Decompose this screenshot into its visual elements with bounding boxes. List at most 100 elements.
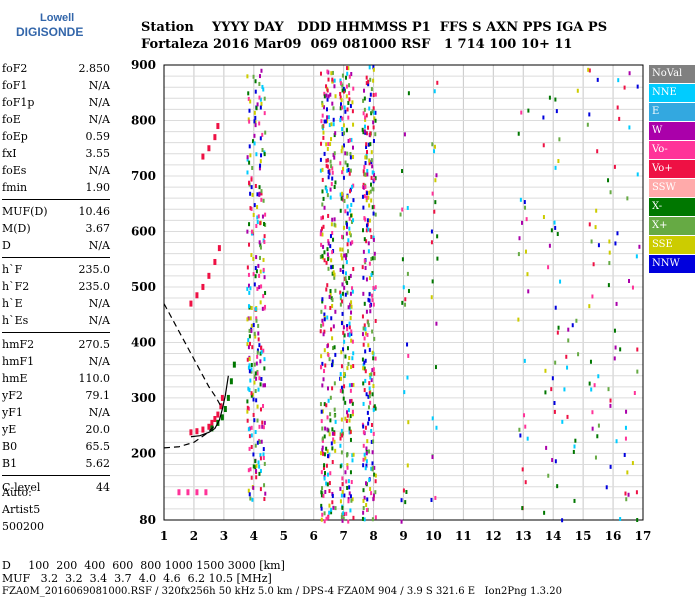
echo-mark xyxy=(365,113,368,118)
echo-mark xyxy=(262,455,265,460)
echo-mark xyxy=(332,346,335,351)
echo-mark xyxy=(264,222,267,227)
echo-mark xyxy=(258,439,261,444)
echo-mark xyxy=(340,417,343,422)
echo-mark xyxy=(362,98,365,103)
echo-mark xyxy=(363,323,366,328)
echo-mark xyxy=(254,266,257,271)
echo-mark xyxy=(341,145,344,150)
echo-mark xyxy=(372,65,375,70)
echo-mark xyxy=(525,217,528,222)
echo-mark xyxy=(365,446,368,451)
trace-point xyxy=(201,283,205,290)
echo-mark xyxy=(329,159,332,164)
echo-mark xyxy=(363,452,366,457)
echo-mark xyxy=(259,453,262,458)
echo-mark xyxy=(247,272,250,277)
echo-mark xyxy=(247,117,250,122)
echo-mark xyxy=(327,175,330,180)
echo-mark xyxy=(346,366,349,371)
x-tick-label: 17 xyxy=(635,529,652,543)
echo-mark xyxy=(323,463,326,468)
echo-mark xyxy=(323,329,326,334)
echo-mark xyxy=(327,257,330,262)
echo-mark xyxy=(262,87,265,92)
echo-mark xyxy=(251,165,254,170)
echo-mark xyxy=(364,327,367,332)
echo-mark xyxy=(348,383,351,388)
echo-mark xyxy=(368,298,371,303)
legend-item: NoVal xyxy=(649,65,695,83)
param-value: N/A xyxy=(88,96,110,109)
echo-mark xyxy=(339,388,342,393)
echo-mark xyxy=(251,497,254,502)
echo-mark xyxy=(249,286,252,291)
echo-mark xyxy=(609,398,612,403)
echo-mark xyxy=(324,119,327,124)
echo-mark xyxy=(362,342,365,347)
echo-mark xyxy=(320,229,323,234)
echo-mark xyxy=(613,356,616,361)
echo-mark xyxy=(320,354,323,359)
echo-mark xyxy=(334,131,337,136)
param-name: foE xyxy=(2,113,21,126)
echo-mark xyxy=(263,234,266,239)
echo-mark xyxy=(362,249,365,254)
echo-mark xyxy=(331,70,334,75)
echo-mark xyxy=(343,333,346,338)
echo-mark xyxy=(346,465,349,470)
echo-mark xyxy=(519,433,522,438)
echo-mark xyxy=(345,418,348,423)
echo-mark xyxy=(597,243,600,248)
echo-mark xyxy=(247,386,250,391)
echo-mark xyxy=(350,480,353,485)
x-tick-label: 13 xyxy=(515,529,532,543)
echo-mark xyxy=(321,113,324,118)
legend-item: NNW xyxy=(649,255,695,273)
echo-mark xyxy=(609,464,612,469)
echo-mark xyxy=(588,381,591,386)
echo-mark xyxy=(258,343,261,348)
echo-mark xyxy=(331,460,334,465)
legend-item: SSW xyxy=(649,179,695,197)
y-tick-label: 400 xyxy=(131,335,156,349)
echo-mark xyxy=(247,365,250,370)
echo-mark xyxy=(333,413,336,418)
param-name: h`F2 xyxy=(2,280,30,293)
echo-mark xyxy=(246,418,249,423)
logo-line1: Lowell xyxy=(40,12,75,24)
echo-mark xyxy=(350,72,353,77)
param-name: h`F xyxy=(2,263,23,276)
echo-mark xyxy=(255,269,258,274)
echo-mark xyxy=(362,363,365,368)
echo-mark xyxy=(341,116,344,121)
echo-mark xyxy=(331,431,334,436)
echo-mark xyxy=(433,209,436,214)
echo-mark xyxy=(372,235,375,240)
echo-mark xyxy=(263,152,266,157)
echo-mark xyxy=(340,350,343,355)
echo-mark xyxy=(557,159,560,164)
echo-mark xyxy=(322,196,325,201)
echo-mark xyxy=(367,142,370,147)
echo-mark xyxy=(328,432,331,437)
echo-mark xyxy=(321,361,324,366)
echo-mark xyxy=(403,390,406,395)
echo-mark xyxy=(330,258,333,263)
echo-mark xyxy=(430,240,433,245)
echo-mark xyxy=(252,323,255,328)
param-value: 110.0 xyxy=(78,372,111,385)
echo-mark xyxy=(320,470,323,475)
echo-mark xyxy=(595,208,598,213)
echo-mark xyxy=(329,141,332,146)
echo-mark xyxy=(327,213,330,218)
echo-mark xyxy=(252,452,255,457)
echo-mark xyxy=(324,426,327,431)
echo-mark xyxy=(246,170,249,175)
file-info: FZA0M_2016069081000.RSF / 320fx256h 50 k… xyxy=(2,586,562,597)
echo-mark xyxy=(246,405,249,410)
echo-mark xyxy=(330,122,333,127)
x-tick-label: 11 xyxy=(455,529,472,543)
echo-mark xyxy=(370,372,373,377)
echo-mark xyxy=(347,238,350,243)
